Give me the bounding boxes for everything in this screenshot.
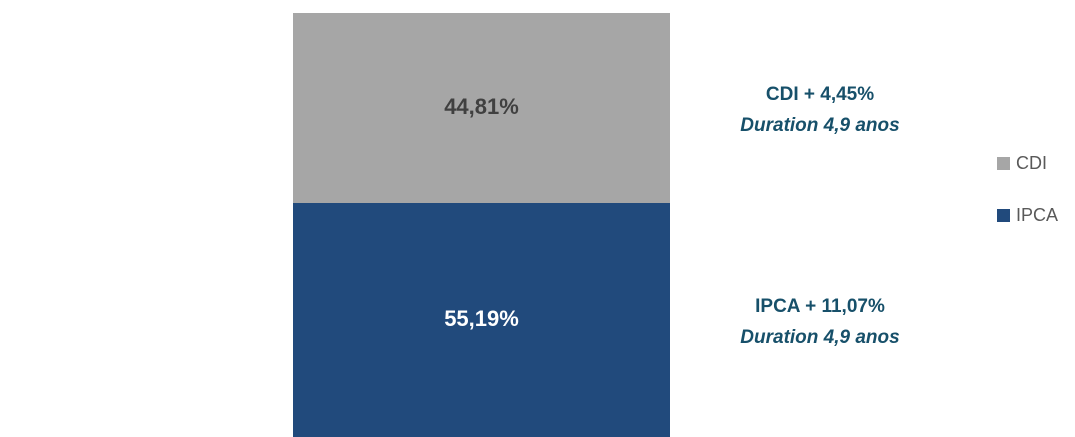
annotation: Duration 4,9 anos — [740, 115, 899, 136]
annotation: IPCA + 11,07% — [755, 296, 885, 317]
annotation: CDI + 4,45% — [766, 84, 874, 105]
legend-swatch — [997, 209, 1010, 222]
legend-label: IPCA — [1016, 205, 1058, 225]
value-label: 55,19% — [444, 306, 519, 331]
annotation: Duration 4,9 anos — [740, 327, 899, 348]
legend-label: CDI — [1016, 153, 1047, 173]
value-label: 44,81% — [444, 94, 519, 119]
bar-segment — [293, 202, 670, 437]
bar-segment — [293, 13, 670, 203]
legend-swatch — [997, 157, 1010, 170]
